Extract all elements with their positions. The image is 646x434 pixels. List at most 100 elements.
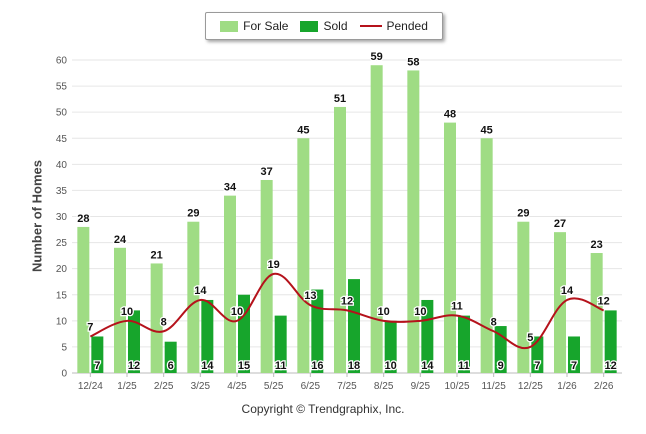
pended-line [89,272,605,350]
y-tick-label: 5 [61,342,67,353]
data-label-sold: 14 [201,360,214,372]
x-tick-label: 12/25 [518,381,543,392]
y-tick-label: 50 [56,108,68,119]
y-tick-label: 0 [61,369,67,380]
data-label-for-sale: 34 [224,182,237,194]
data-label-pended: 10 [121,306,133,318]
legend-item-pended[interactable]: Pended [359,19,428,33]
x-tick-label: 2/26 [594,381,614,392]
bar-for-sale [444,122,456,373]
data-label-sold: 7 [94,360,100,372]
data-label-for-sale: 23 [591,239,603,251]
x-tick-label: 2/25 [154,381,174,392]
data-label-pended: 11 [451,301,463,313]
y-tick-label: 35 [56,186,68,197]
bar-sold [164,341,177,373]
x-tick-label: 4/25 [227,381,247,392]
bar-sold [201,299,214,373]
data-label-for-sale: 29 [517,208,529,220]
bar-sold [568,336,580,373]
data-label-for-sale: 24 [114,234,127,246]
bar-for-sale [187,221,200,373]
x-tick-label: 9/25 [411,381,431,392]
legend-label-pended: Pended [386,19,428,33]
legend-item-for-sale[interactable]: For Sale [220,19,288,33]
data-label-for-sale: 21 [151,249,163,261]
x-tick-label: 12/24 [78,381,103,392]
data-label-sold: 11 [275,360,287,372]
data-label-sold: 11 [458,360,470,372]
bar-sold [604,310,617,373]
data-label-sold: 12 [605,360,617,372]
bar-for-sale [554,232,566,373]
data-label-pended: 10 [231,306,243,318]
y-tick-label: 10 [56,316,68,327]
legend-item-sold[interactable]: Sold [300,19,348,33]
data-label-for-sale: 58 [407,56,419,68]
data-label-for-sale: 29 [187,208,199,220]
data-label-sold: 7 [571,360,577,372]
data-label-sold: 6 [168,360,174,372]
bar-sold [128,310,140,373]
data-label-pended: 7 [87,321,93,333]
x-tick-label: 3/25 [191,381,211,392]
data-label-pended: 14 [194,285,207,297]
data-label-pended: 13 [304,290,316,302]
data-label-pended: 5 [527,332,533,344]
data-label-pended: 8 [161,316,167,328]
data-label-sold: 14 [421,360,434,372]
bar-for-sale [150,263,163,373]
data-label-for-sale: 48 [444,109,456,121]
x-tick-label: 7/25 [337,381,357,392]
y-tick-label: 20 [56,264,68,275]
data-label-pended: 19 [268,259,280,271]
data-label-pended: 8 [491,316,497,328]
data-label-sold: 9 [498,360,504,372]
data-label-pended: 14 [561,285,574,297]
data-label-sold: 16 [311,360,323,372]
pended-line-icon [359,25,382,27]
data-label-sold: 15 [238,360,250,372]
bar-for-sale [224,195,236,373]
data-label-for-sale: 45 [297,124,309,136]
bar-for-sale [334,106,346,373]
data-label-for-sale: 27 [554,218,566,230]
for-sale-swatch-icon [220,20,239,32]
sold-swatch-icon [300,20,319,32]
data-label-sold: 12 [128,360,140,372]
x-tick-label: 5/25 [264,381,284,392]
bar-for-sale [480,138,493,373]
data-label-pended: 12 [341,295,353,307]
data-label-sold: 18 [348,360,360,372]
bar-for-sale [517,221,530,373]
bar-sold [274,315,287,373]
bar-for-sale [114,247,126,373]
data-label-pended: 10 [414,306,426,318]
bar-for-sale [370,65,383,373]
bar-for-sale [407,70,420,373]
bar-sold [531,336,544,373]
bar-sold [311,289,324,373]
data-label-sold: 7 [534,360,540,372]
y-tick-label: 60 [56,56,68,67]
y-tick-label: 45 [56,134,68,145]
copyright-text: Copyright © Trendgraphix, Inc. [241,402,405,416]
data-label-for-sale: 28 [77,213,89,225]
data-label-for-sale: 37 [261,166,273,178]
x-tick-label: 10/25 [444,381,469,392]
bar-sold [91,336,104,373]
data-label-for-sale: 45 [481,124,493,136]
x-tick-label: 11/25 [482,381,507,392]
x-tick-label: 1/25 [117,381,137,392]
bar-sold [238,294,250,373]
bar-for-sale [297,138,310,373]
legend-label-sold: Sold [323,19,348,33]
x-tick-label: 8/25 [374,381,394,392]
y-tick-label: 55 [56,82,68,93]
bar-for-sale [590,253,603,373]
x-tick-label: 1/26 [557,381,577,392]
y-tick-label: 25 [56,238,68,249]
y-tick-label: 40 [56,160,68,171]
